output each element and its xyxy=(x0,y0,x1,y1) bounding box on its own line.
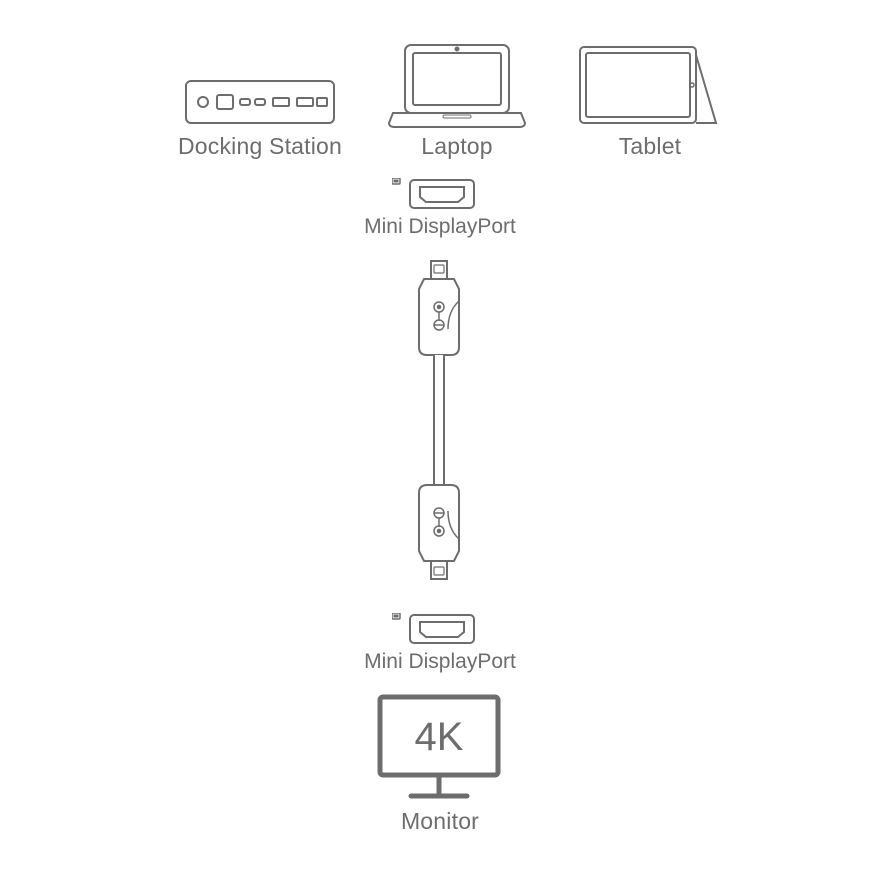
laptop-icon xyxy=(387,43,527,131)
mini-dp-top-label: Mini DisplayPort xyxy=(350,215,530,239)
monitor-label: Monitor xyxy=(390,808,490,835)
tablet-label: Tablet xyxy=(590,133,710,160)
laptop-label: Laptop xyxy=(395,133,519,160)
tablet-icon xyxy=(578,45,718,131)
mini-dp-bottom-label: Mini DisplayPort xyxy=(350,650,530,674)
docking-station-label: Docking Station xyxy=(165,133,355,160)
mini-dp-port-top-icon xyxy=(392,178,476,212)
cable-icon xyxy=(404,259,474,581)
monitor-badge-text: 4K xyxy=(415,715,464,759)
monitor-icon: 4K xyxy=(377,694,501,804)
docking-station-icon xyxy=(185,80,335,126)
mini-dp-port-bottom-icon xyxy=(392,613,476,647)
